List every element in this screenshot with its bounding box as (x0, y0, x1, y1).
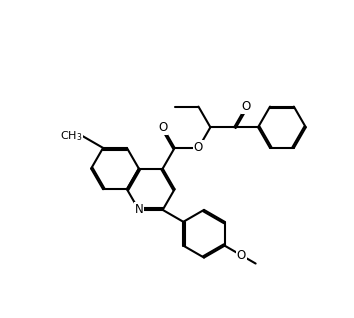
Text: O: O (158, 121, 167, 134)
Text: O: O (236, 249, 246, 262)
Text: N: N (135, 204, 143, 216)
Text: CH$_3$: CH$_3$ (60, 129, 82, 143)
Text: O: O (241, 100, 251, 113)
Text: O: O (194, 142, 203, 155)
